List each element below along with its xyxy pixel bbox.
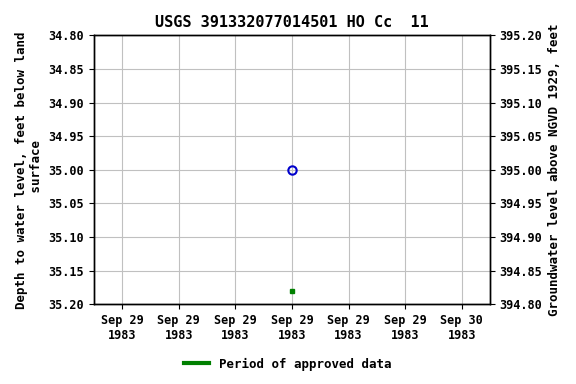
Title: USGS 391332077014501 HO Cc  11: USGS 391332077014501 HO Cc 11 [155, 15, 429, 30]
Y-axis label: Depth to water level, feet below land
 surface: Depth to water level, feet below land su… [15, 31, 43, 309]
Y-axis label: Groundwater level above NGVD 1929, feet: Groundwater level above NGVD 1929, feet [548, 23, 561, 316]
Legend: Period of approved data: Period of approved data [179, 353, 397, 376]
